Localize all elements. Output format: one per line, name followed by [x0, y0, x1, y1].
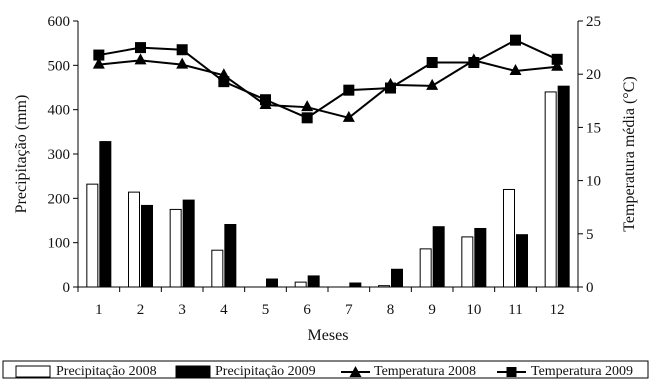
bar-precipitacao-2008: [503, 188, 515, 288]
y-axis-right-title: Temperatura média (°C): [621, 76, 638, 231]
point-temperatura-2009: [468, 56, 480, 68]
bar-precipitacao-2009: [432, 226, 445, 288]
y-right-tick-label: 10: [586, 174, 601, 190]
legend-marker-temp-2008: [349, 366, 362, 377]
x-tick-label: 11: [508, 302, 522, 318]
bars: [86, 85, 570, 288]
legend-label-precip-2008: Precipitação 2008: [56, 364, 157, 379]
point-temperatura-2008: [342, 110, 355, 122]
point-temperatura-2008: [134, 53, 147, 65]
point-temperatura-2009: [343, 84, 355, 96]
point-temperatura-2009: [176, 44, 188, 56]
point-temperatura-2009: [426, 56, 438, 68]
bar-precipitacao-2009: [182, 199, 195, 288]
bar-precipitacao-2009: [474, 227, 487, 288]
bar-precipitacao-2009: [99, 141, 112, 288]
line-temperatura-2008: [98, 59, 558, 119]
x-tick-label: 4: [220, 302, 228, 318]
point-temperatura-2009: [510, 34, 521, 46]
point-temperatura-2009: [301, 112, 313, 124]
bar-precipitacao-2008: [211, 249, 224, 288]
bar-precipitacao-2009: [266, 278, 278, 288]
x-tick-label: 1: [95, 302, 103, 318]
bar-precipitacao-2008: [86, 183, 99, 288]
point-temperatura-2008: [176, 57, 189, 69]
x-tick-label: 2: [137, 302, 145, 318]
x-tick-label: 7: [345, 302, 353, 318]
y-left-tick-label: 300: [48, 147, 71, 163]
y-axis-left-title: Precipitação (mm): [13, 95, 30, 214]
legend-swatch-precip-2009: [175, 365, 211, 378]
y-right-tick-label: 0: [586, 280, 594, 296]
point-temperatura-2009: [93, 49, 105, 61]
x-tick-label: 12: [550, 302, 565, 318]
x-tick-label: 9: [428, 302, 436, 318]
bar-precipitacao-2008: [419, 248, 432, 288]
y-right-tick-label: 20: [586, 67, 601, 83]
bar-precipitacao-2009: [391, 268, 403, 288]
bar-precipitacao-2008: [544, 91, 557, 288]
bar-precipitacao-2009: [224, 223, 237, 288]
legend-border: [2, 360, 649, 379]
legend-swatch-precip-2008: [15, 365, 51, 378]
bar-precipitacao-2008: [378, 285, 390, 288]
y-left-tick-label: 0: [63, 280, 71, 296]
point-temperatura-2008: [509, 64, 522, 76]
point-temperatura-2009: [551, 53, 563, 65]
y-right-tick-label: 15: [586, 120, 601, 136]
y-left-tick-label: 400: [48, 103, 71, 119]
bar-precipitacao-2009: [516, 234, 528, 288]
y-left-tick-label: 500: [48, 58, 71, 74]
legend: Precipitação 2008 Precipitação 2009 Temp…: [2, 360, 649, 379]
x-tick-label: 5: [262, 302, 270, 318]
y-left-tick-label: 600: [48, 14, 71, 30]
bar-precipitacao-2009: [557, 85, 570, 288]
bar-precipitacao-2008: [461, 236, 474, 288]
y-left-tick-label: 200: [48, 191, 71, 207]
x-tick-label: 10: [466, 302, 481, 318]
x-tick-label: 3: [178, 302, 186, 318]
legend-label-precip-2009: Precipitação 2009: [215, 364, 316, 379]
lines: [92, 34, 564, 124]
bar-precipitacao-2009: [307, 275, 320, 288]
point-temperatura-2009: [260, 94, 271, 106]
legend-marker-temp-2009: [506, 367, 517, 377]
point-temperatura-2008: [426, 78, 439, 90]
bar-precipitacao-2009: [141, 204, 153, 288]
point-temperatura-2009: [385, 82, 396, 94]
legend-label-temp-2008: Temperatura 2008: [374, 364, 476, 379]
point-temperatura-2009: [135, 42, 146, 54]
point-temperatura-2008: [551, 59, 564, 71]
line-temperatura-2009: [98, 39, 558, 119]
x-tick-label: 6: [303, 302, 311, 318]
x-tick-label: 8: [387, 302, 395, 318]
axes: [73, 20, 583, 292]
y-right-tick-label: 25: [586, 14, 601, 30]
bar-precipitacao-2008: [294, 281, 307, 288]
y-right-tick-label: 5: [586, 227, 594, 243]
legend-label-temp-2009: Temperatura 2009: [531, 364, 633, 379]
y-left-tick-label: 100: [48, 236, 71, 252]
bar-precipitacao-2008: [169, 208, 182, 288]
point-temperatura-2008: [301, 100, 314, 112]
bar-precipitacao-2008: [128, 191, 140, 288]
point-temperatura-2009: [218, 76, 230, 88]
point-temperatura-2008: [92, 57, 105, 69]
x-axis-title: Meses: [308, 327, 349, 344]
bar-precipitacao-2009: [349, 282, 362, 288]
